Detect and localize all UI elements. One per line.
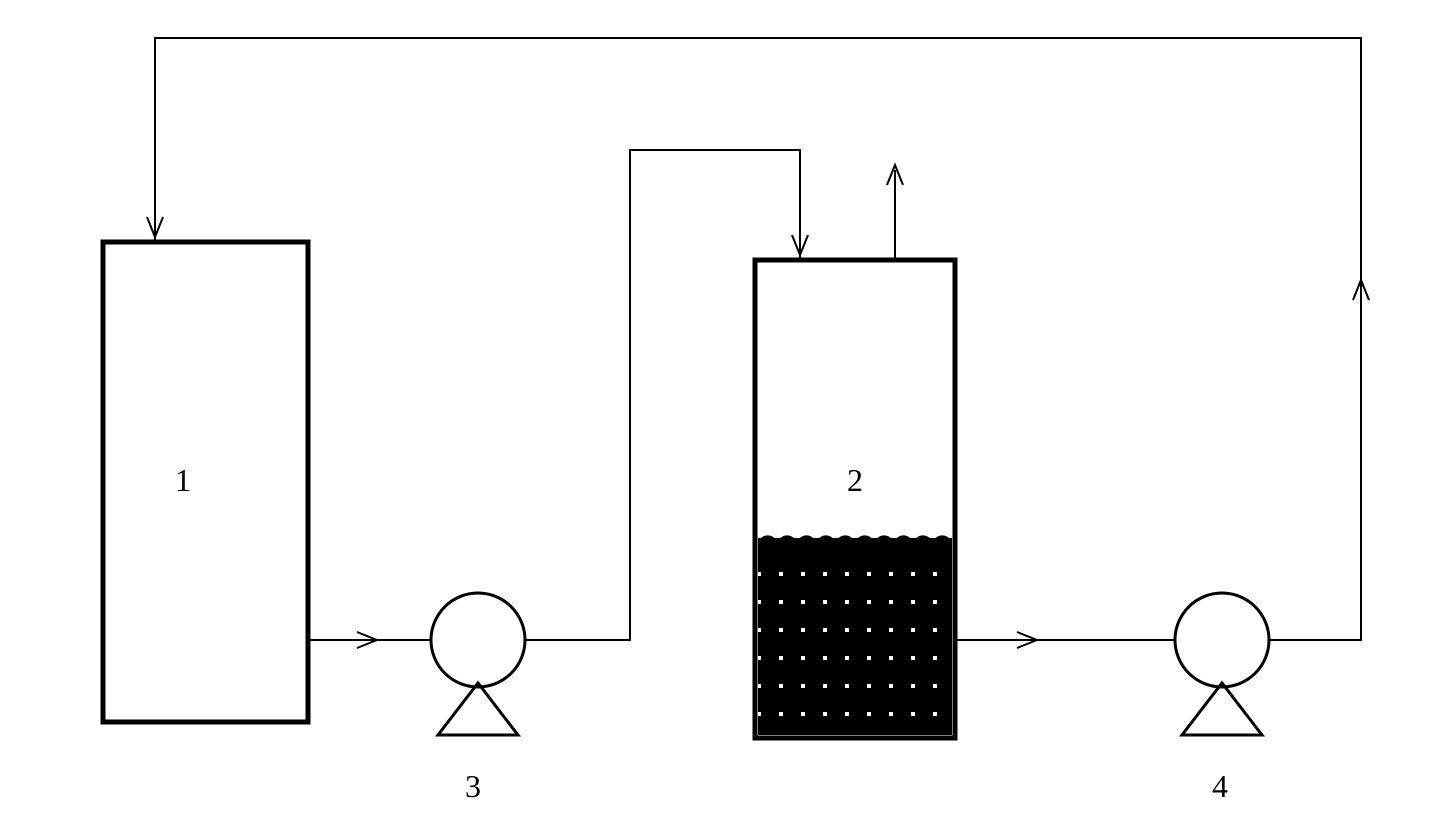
pump-4-label: 4 (1212, 768, 1228, 805)
pump-4-body (1175, 593, 1269, 687)
process-flow-diagram: 1 2 3 4 (0, 0, 1452, 819)
column-2-packing (758, 538, 952, 735)
pump-3-label: 3 (465, 768, 481, 805)
column-2-label: 2 (847, 462, 863, 499)
pump-4-base (1182, 683, 1262, 735)
pump-3-base (438, 683, 518, 735)
tank-1 (103, 242, 308, 722)
tank-1-label: 1 (175, 462, 191, 499)
pump-3-body (431, 593, 525, 687)
